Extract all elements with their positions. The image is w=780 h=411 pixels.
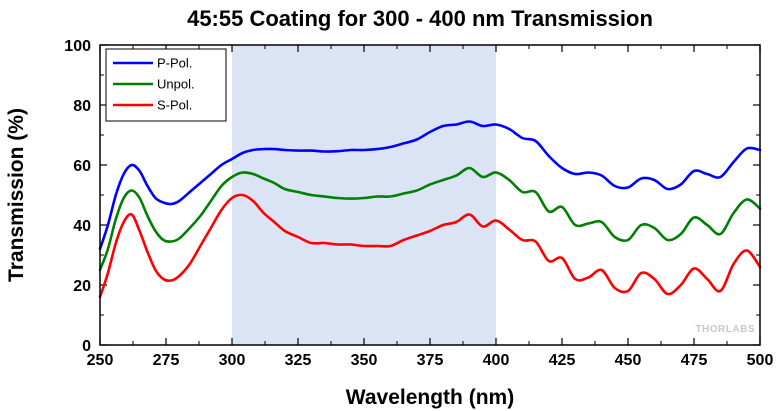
y-tick-label: 60 <box>73 158 91 175</box>
x-tick-labels: 250 275 300 325 350 375 400 425 450 475 500 <box>87 352 774 369</box>
y-tick-label: 100 <box>64 38 91 55</box>
series-line-p-pol <box>98 120 762 251</box>
y-tick-label: 20 <box>73 278 91 295</box>
y-tick-label: 40 <box>73 218 91 235</box>
x-tick-label: 250 <box>87 352 114 369</box>
chart-title: 45:55 Coating for 300 - 400 nm Transmiss… <box>187 6 653 31</box>
plot-frame <box>99 44 761 346</box>
thorlabs-watermark: THORLABS <box>695 324 755 335</box>
x-tick-label: 325 <box>285 352 312 369</box>
series-lines <box>98 120 762 299</box>
highlight-band <box>232 45 496 345</box>
x-axis-label: Wavelength (nm) <box>346 386 514 409</box>
legend-label-s-pol: S-Pol. <box>157 98 192 113</box>
x-tick-label: 475 <box>681 352 708 369</box>
x-tick-label: 425 <box>549 352 576 369</box>
x-tick-label: 500 <box>747 352 774 369</box>
x-tick-label: 300 <box>219 352 246 369</box>
series-line-s-pol <box>98 193 762 299</box>
x-tick-label: 450 <box>615 352 642 369</box>
y-tick-label: 0 <box>82 338 91 355</box>
legend: P-Pol. Unpol. S-Pol. <box>105 48 227 122</box>
y-axis-label: Transmission (%) <box>5 108 28 282</box>
x-tick-label: 400 <box>483 352 510 369</box>
y-tick-labels: 0 20 40 60 80 100 <box>64 38 91 355</box>
x-tick-label: 375 <box>417 352 444 369</box>
y-tick-label: 80 <box>73 98 91 115</box>
legend-label-unpol: Unpol. <box>157 77 195 92</box>
x-tick-label: 275 <box>153 352 180 369</box>
legend-label-p-pol: P-Pol. <box>157 56 192 71</box>
series-line-unpol <box>98 166 762 272</box>
x-tick-label: 350 <box>351 352 378 369</box>
